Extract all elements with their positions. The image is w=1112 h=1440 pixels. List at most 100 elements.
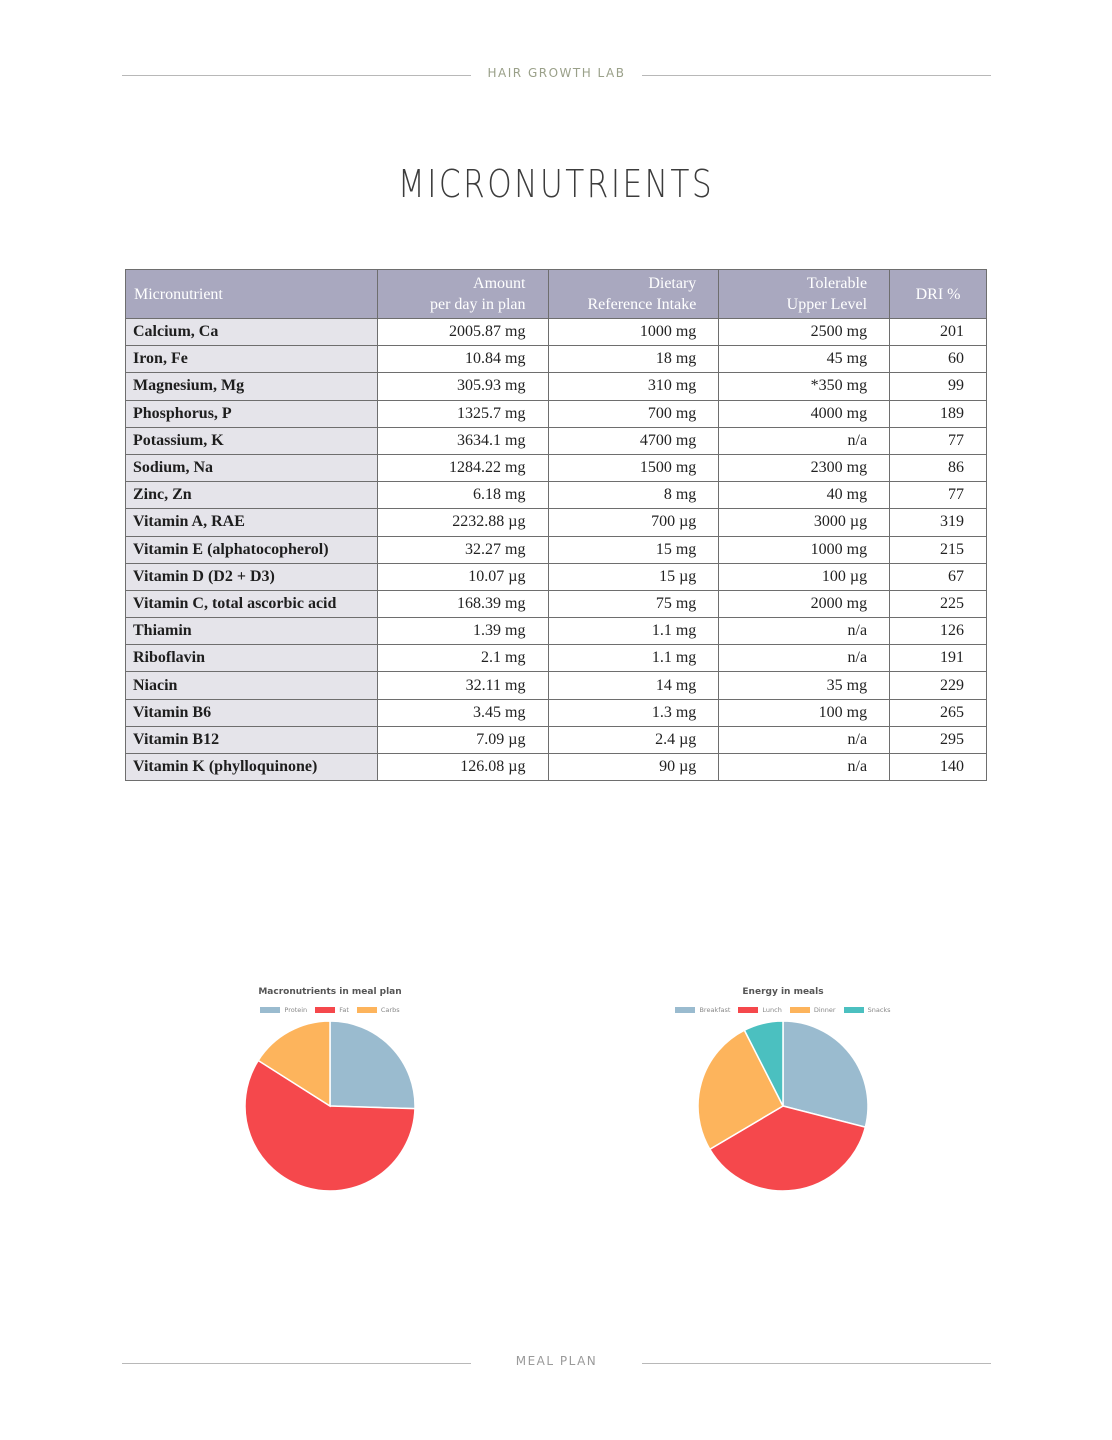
cell-upper-level: 1000 mg	[718, 535, 891, 564]
legend-swatch	[675, 1007, 696, 1013]
table-row: Vitamin C, total ascorbic acid 168.39 mg 7…	[125, 589, 987, 619]
cell-dri-percent: 67	[889, 562, 987, 591]
header-dri: Dietary Reference Intake	[547, 269, 720, 319]
cell-amount: 305.93 mg	[376, 372, 549, 401]
cell-name: Iron, Fe	[125, 345, 378, 374]
footer-rule-left	[122, 1363, 471, 1364]
table-row: Vitamin E (alphatocopherol) 32.27 mg 15 mg…	[125, 535, 987, 564]
header-amount-line1: Amount	[473, 275, 526, 292]
cell-dri: 4700 mg	[547, 426, 720, 455]
page-footer: MEAL PLAN	[0, 1354, 1112, 1374]
table-row: Phosphorus, P 1325.7 mg 700 mg 4000 mg 189	[125, 399, 987, 428]
pie-svg	[244, 1020, 416, 1192]
cell-upper-level: n/a	[718, 617, 891, 646]
cell-dri-percent: 215	[889, 535, 987, 564]
cell-dri: 8 mg	[547, 481, 720, 510]
footer-label: MEAL PLAN	[515, 1354, 598, 1368]
cell-dri: 1.1 mg	[547, 617, 720, 646]
cell-dri-percent: 126	[889, 617, 987, 646]
cell-dri: 1000 mg	[547, 317, 720, 347]
header-ul-line2: Upper Level	[786, 296, 868, 313]
cell-dri: 15 mg	[547, 535, 720, 564]
cell-amount: 3.45 mg	[376, 698, 549, 727]
pie-slice-snacks	[743, 1020, 784, 1107]
macronutrients-pie-chart: Macronutrients in meal plan Protein Fat Ca…	[200, 980, 460, 1200]
cell-amount: 10.84 mg	[376, 345, 549, 374]
table-row: Thiamin 1.39 mg 1.1 mg n/a 126	[125, 617, 987, 646]
header-micronutrient: Micronutrient	[125, 269, 378, 319]
cell-dri: 90 µg	[547, 752, 720, 782]
pie-slice-dinner	[697, 1029, 784, 1151]
legend-label: Carbs	[380, 1006, 400, 1014]
cell-upper-level: n/a	[718, 644, 891, 673]
table-row: Calcium, Ca 2005.87 mg 1000 mg 2500 mg 201	[125, 317, 987, 347]
legend-swatch	[315, 1007, 336, 1013]
cell-upper-level: 45 mg	[718, 345, 891, 374]
pie-slice-lunch	[708, 1105, 867, 1192]
cell-name: Riboflavin	[125, 644, 378, 673]
cell-dri: 1.1 mg	[547, 644, 720, 673]
cell-amount: 1.39 mg	[376, 617, 549, 646]
cell-dri: 75 mg	[547, 589, 720, 619]
cell-upper-level: *350 mg	[718, 372, 891, 401]
table-header-row: Micronutrient Amount per day in plan Diet…	[125, 269, 987, 319]
cell-name: Vitamin E (alphatocopherol)	[125, 535, 378, 564]
pie-slice-breakfast	[782, 1020, 869, 1129]
cell-name: Vitamin C, total ascorbic acid	[125, 589, 378, 619]
table-body: Calcium, Ca 2005.87 mg 1000 mg 2500 mg 201 Ir…	[125, 317, 987, 782]
cell-name: Zinc, Zn	[125, 481, 378, 510]
legend-swatch	[356, 1007, 377, 1013]
legend-label: Dinner	[813, 1006, 836, 1014]
legend-item: Breakfast	[675, 1006, 730, 1014]
cell-dri: 1500 mg	[547, 453, 720, 483]
cell-amount: 32.11 mg	[376, 671, 549, 700]
cell-name: Calcium, Ca	[125, 317, 378, 347]
cell-amount: 126.08 µg	[376, 752, 549, 782]
header-upper-level: Tolerable Upper Level	[718, 269, 891, 319]
cell-name: Niacin	[125, 671, 378, 700]
cell-dri: 15 µg	[547, 562, 720, 591]
legend-item: Carbs	[356, 1006, 400, 1014]
footer-rule-right	[642, 1363, 991, 1364]
cell-dri-percent: 229	[889, 671, 987, 700]
cell-name: Magnesium, Mg	[125, 372, 378, 401]
legend-label: Snacks	[867, 1006, 891, 1014]
table-row: Riboflavin 2.1 mg 1.1 mg n/a 191	[125, 644, 987, 673]
cell-amount: 2005.87 mg	[376, 317, 549, 347]
header-amount: Amount per day in plan	[376, 269, 549, 319]
header-dri-line2: Reference Intake	[587, 296, 697, 313]
cell-name: Thiamin	[125, 617, 378, 646]
cell-upper-level: 100 µg	[718, 562, 891, 591]
table-row: Vitamin B12 7.09 µg 2.4 µg n/a 295	[125, 725, 987, 755]
legend-swatch	[843, 1007, 864, 1013]
cell-name: Vitamin B12	[125, 725, 378, 755]
table-row: Vitamin D (D2 + D3) 10.07 µg 15 µg 100 µg 67	[125, 562, 987, 591]
cell-dri: 14 mg	[547, 671, 720, 700]
cell-name: Vitamin A, RAE	[125, 508, 378, 537]
energy-in-meals-pie-chart: Energy in meals Breakfast Lunch Dinner Snac…	[653, 980, 913, 1200]
header-rule-left	[122, 75, 471, 76]
pie-slice-fat	[244, 1059, 416, 1192]
chart-legend: Protein Fat Carbs	[200, 1006, 460, 1014]
cell-amount: 168.39 mg	[376, 589, 549, 619]
page-header: HAIR GROWTH LAB	[0, 66, 1112, 86]
cell-name: Phosphorus, P	[125, 399, 378, 428]
header-rule-right	[642, 75, 991, 76]
pie-slice-carbs	[257, 1020, 331, 1108]
cell-amount: 2232.88 µg	[376, 508, 549, 537]
cell-dri-percent: 225	[889, 589, 987, 619]
brand-name: HAIR GROWTH LAB	[487, 66, 626, 80]
cell-dri-percent: 77	[889, 426, 987, 455]
legend-swatch	[789, 1007, 810, 1013]
cell-upper-level: 2300 mg	[718, 453, 891, 483]
cell-dri-percent: 201	[889, 317, 987, 347]
cell-upper-level: 4000 mg	[718, 399, 891, 428]
cell-upper-level: 2000 mg	[718, 589, 891, 619]
cell-upper-level: 100 mg	[718, 698, 891, 727]
header-ul-line1: Tolerable	[806, 275, 868, 292]
chart-legend: Breakfast Lunch Dinner Snacks	[653, 1006, 913, 1014]
legend-item: Snacks	[843, 1006, 891, 1014]
cell-upper-level: 3000 µg	[718, 508, 891, 537]
header-dri-line1: Dietary	[648, 275, 697, 292]
cell-dri: 310 mg	[547, 372, 720, 401]
